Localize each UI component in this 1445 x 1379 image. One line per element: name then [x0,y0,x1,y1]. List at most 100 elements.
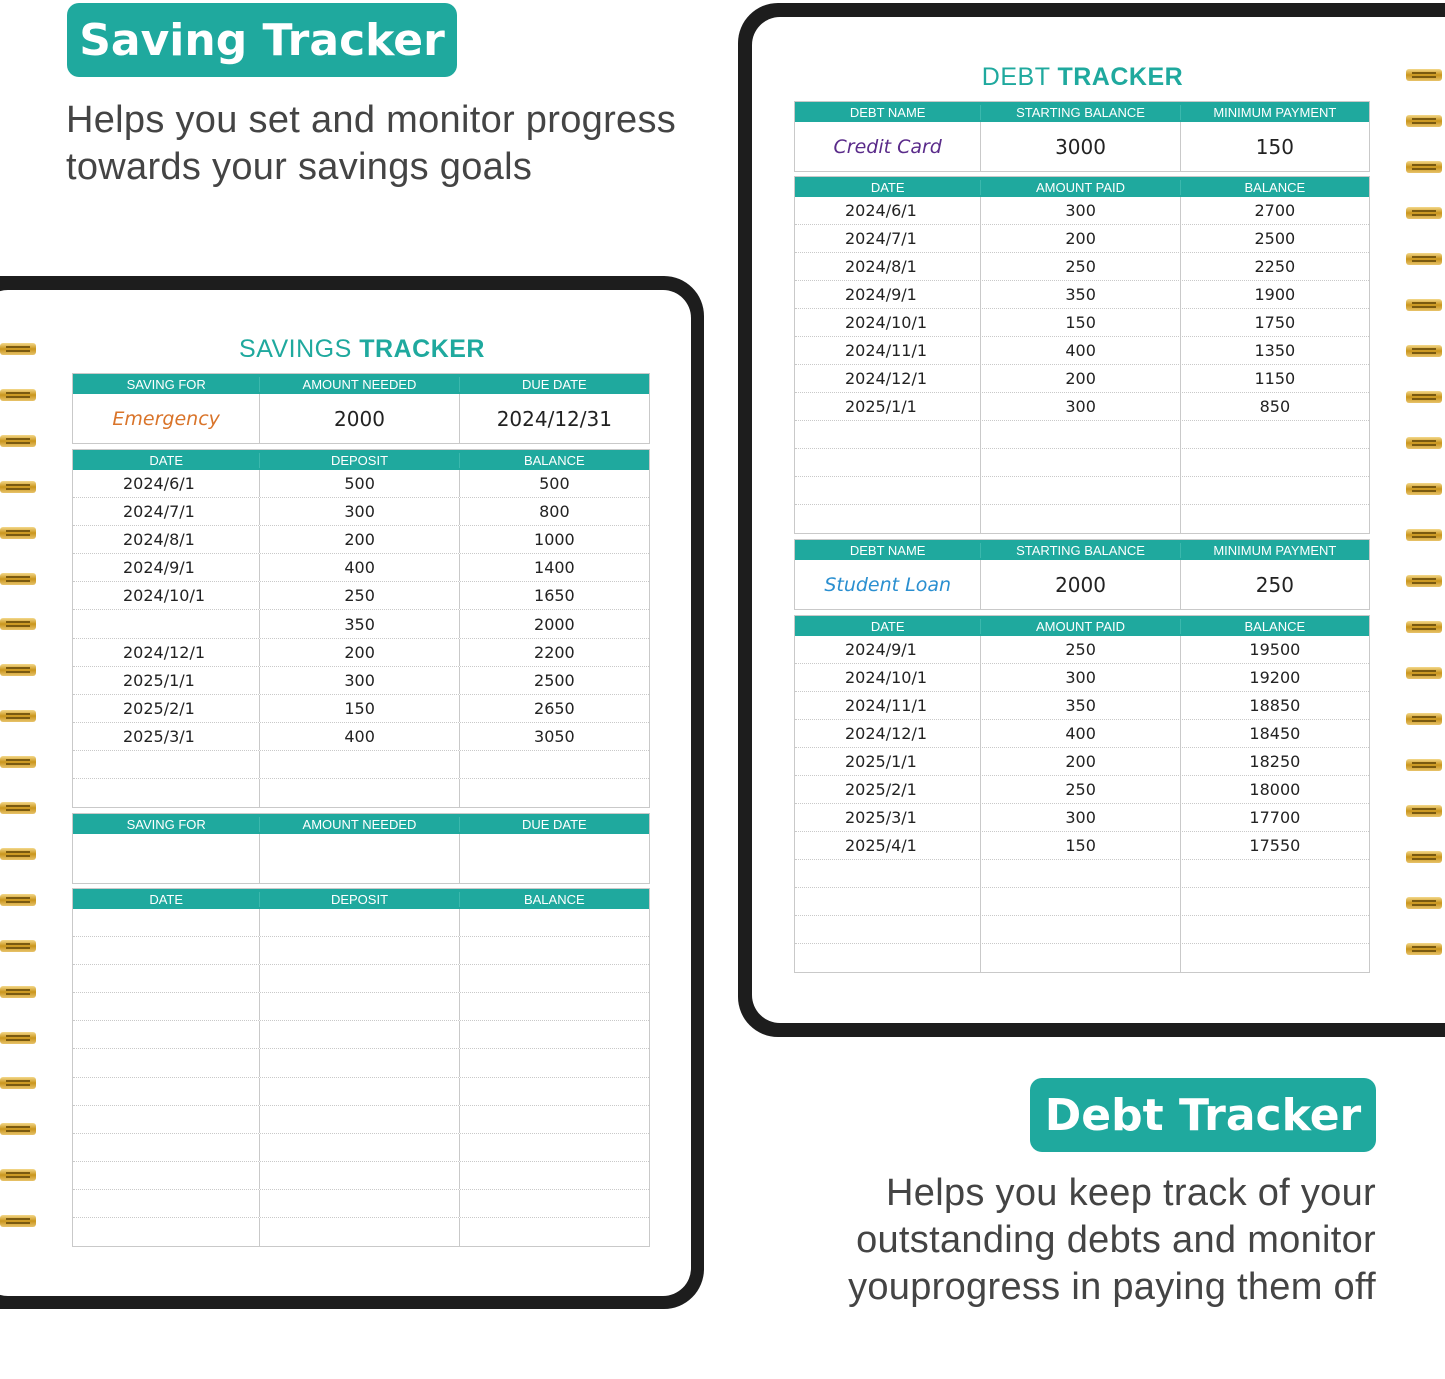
date-cell: 2025/1/1 [795,748,982,775]
value-cell: 200 [260,526,460,554]
date-cell [795,449,982,476]
date-cell: 2024/10/1 [795,309,982,336]
value-cell [460,834,649,883]
table-header: SAVING FOR AMOUNT NEEDED DUE DATE [73,814,649,834]
title-bold: TRACKER [1057,63,1184,91]
spiral-ring [1406,204,1442,222]
value-cell [260,1161,460,1189]
debt-info-table: DEBT NAME STARTING BALANCE MINIMUM PAYMENT… [794,101,1370,172]
spiral-ring [0,799,36,817]
column-header: DEPOSIT [260,891,460,907]
value-cell: 250 [981,636,1181,663]
spiral-ring [1406,342,1442,360]
spiral-ring [1406,894,1442,912]
table-row: 2024/12/1 400 18450 [795,720,1369,748]
date-cell: 2024/9/1 [795,636,982,663]
table-row [73,1218,649,1247]
spiral-ring [0,524,36,542]
date-cell [795,888,982,915]
value-cell: 200 [981,748,1181,775]
date-cell [73,750,261,779]
value-cell: 400 [260,554,460,582]
spiral-ring [1406,158,1442,176]
table-row: 2025/3/1 400 3050 [73,722,649,751]
value-cell: 2500 [534,670,575,690]
value-cell [260,993,460,1021]
value-cell: 1650 [534,586,575,606]
value-cell: 18450 [1249,724,1301,743]
value-cell: 400 [981,720,1181,747]
value-cell: 250 [981,253,1181,280]
date-cell [73,834,261,883]
column-header: BALANCE [523,452,585,468]
value-cell: 350 [981,692,1181,719]
value-cell: 17550 [1249,836,1301,855]
value-cell: 2200 [534,642,575,662]
table-row: 2025/1/1 300 2500 [73,666,649,695]
table-row: 2024/8/1 200 1000 [73,526,649,555]
value-cell [460,1162,649,1189]
value-cell [981,860,1181,887]
date-cell: 2025/1/1 [795,393,982,420]
date-cell [73,1049,261,1077]
date-cell [73,993,261,1021]
table-row: 2024/6/1 500 500 [73,470,649,499]
column-header: DATE [795,179,982,195]
value-cell: 850 [1259,397,1291,416]
table-row [795,421,1369,449]
date-cell: 2024/10/1 [795,664,982,691]
value-cell: 300 [260,498,460,526]
spiral-ring [0,891,36,909]
value-cell [1181,449,1369,476]
value-cell: 18250 [1249,752,1301,771]
value-cell [981,505,1181,533]
value-cell: 19200 [1249,668,1301,687]
value-cell: 1750 [1254,313,1296,332]
date-cell [73,1021,261,1049]
table-header: DATE AMOUNT PAID BALANCE [795,616,1369,636]
value-cell [260,1218,460,1247]
value-cell [460,993,649,1020]
column-header: AMOUNT NEEDED [260,376,460,392]
table-header: SAVING FOR AMOUNT NEEDED DUE DATE [73,374,649,394]
spiral-ring [1406,434,1442,452]
value-cell: 2000 [981,560,1181,609]
table-row: 2025/3/1 300 17700 [795,804,1369,832]
value-cell: 150 [981,309,1181,336]
saving-description: Helps you set and monitor progress towar… [66,97,726,191]
saving-log-table: DATE DEPOSIT BALANCE [72,888,650,1248]
value-cell [1181,888,1369,915]
column-header: STARTING BALANCE [981,104,1181,120]
value-cell: 2024/12/31 [496,406,612,431]
value-cell [460,1021,649,1048]
date-cell: 2024/6/1 [795,197,982,224]
table-row: 2024/10/1 150 1750 [795,309,1369,337]
table-row: 2024/8/1 250 2250 [795,253,1369,281]
saving-description-line: Helps you set and monitor progress [66,99,677,141]
column-header: MINIMUM PAYMENT [1213,542,1337,558]
debt-description-line: outstanding debts and monitor [856,1219,1376,1261]
value-cell: 300 [981,664,1181,691]
value-cell [260,834,460,883]
value-cell [260,1133,460,1161]
value-cell: 500 [260,470,460,498]
value-cell [981,944,1181,972]
value-cell: 1000 [534,530,575,550]
table-header: DEBT NAME STARTING BALANCE MINIMUM PAYMENT [795,540,1369,560]
value-cell: 2000 [534,614,575,634]
value-cell: 1900 [1254,285,1296,304]
value-cell [981,477,1181,504]
value-cell: 250 [981,776,1181,803]
date-cell [795,477,982,504]
table-row: 2025/1/1 200 18250 [795,748,1369,776]
date-cell: 2024/9/1 [795,281,982,308]
spiral-ring [0,753,36,771]
value-cell [460,779,649,807]
column-header: BALANCE [1244,179,1306,195]
table-row [73,965,649,994]
value-cell: 300 [981,804,1181,831]
spiral-ring [1406,66,1442,84]
table-row [73,937,649,966]
debt-payment-table: DATE AMOUNT PAID BALANCE 2024/9/1 250 19500 20… [794,615,1370,973]
value-cell: 17700 [1249,808,1301,827]
